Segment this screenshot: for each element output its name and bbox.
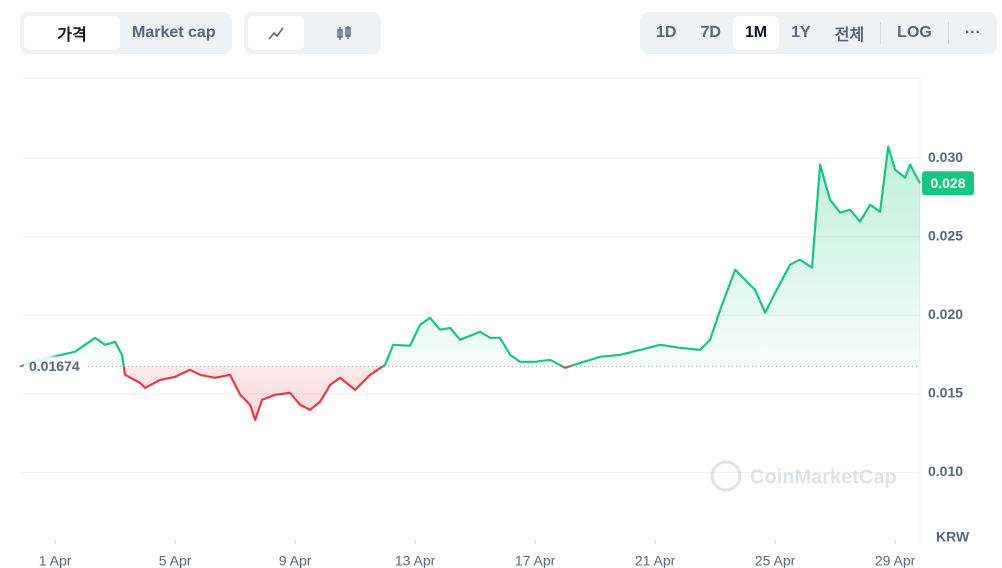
current-price-label: 0.028 — [930, 175, 965, 191]
range-button[interactable]: 1D — [656, 24, 677, 41]
x-tick-label: 13 Apr — [395, 553, 436, 568]
x-tick-label: 1 Apr — [39, 553, 72, 568]
candle-icon — [337, 26, 351, 40]
x-tick-label: 25 Apr — [755, 553, 796, 568]
range-button[interactable]: 1M — [732, 16, 780, 50]
range-button[interactable]: 7D — [700, 24, 721, 41]
y-tick-label: 0.020 — [928, 306, 963, 322]
y-tick-label: 0.030 — [928, 149, 963, 165]
watermark-logo — [710, 460, 742, 492]
separator — [880, 22, 882, 44]
tab[interactable]: Market cap — [132, 24, 216, 41]
line-icon — [268, 27, 284, 40]
y-tick-label: 0.025 — [928, 227, 963, 243]
baseline-label: 0.01674 — [29, 358, 80, 374]
chart-type-group — [244, 12, 381, 54]
tab[interactable]: 가격 — [24, 16, 120, 50]
x-tick-label: 5 Apr — [159, 553, 192, 568]
tab-group: 가격 Market cap — [20, 12, 232, 54]
separator — [947, 22, 949, 44]
watermark: CoinMarketCap — [710, 460, 897, 492]
range-group: 1D 7D 1M 1Y 전체 LOG ··· — [640, 12, 997, 54]
y-tick-label: 0.010 — [928, 463, 963, 479]
baseline-label-bg — [24, 356, 88, 377]
currency-label: KRW — [936, 529, 970, 545]
range-button[interactable]: 전체 — [834, 27, 865, 44]
x-tick-label: 9 Apr — [279, 553, 312, 568]
more-button[interactable]: ··· — [964, 24, 981, 41]
x-tick-label: 21 Apr — [635, 553, 676, 568]
candle-chart-button[interactable] — [316, 16, 372, 50]
watermark-text: CoinMarketCap — [750, 466, 897, 488]
current-price-badge — [922, 171, 974, 196]
range-button[interactable]: 1Y — [791, 24, 811, 41]
price-line — [19, 145, 921, 421]
y-tick-label: 0.015 — [928, 385, 963, 401]
x-tick-label: 29 Apr — [875, 553, 916, 568]
x-tick-label: 17 Apr — [515, 553, 556, 568]
log-button[interactable]: LOG — [897, 24, 932, 41]
line-chart-button[interactable] — [248, 16, 304, 50]
area-fill — [20, 146, 920, 420]
